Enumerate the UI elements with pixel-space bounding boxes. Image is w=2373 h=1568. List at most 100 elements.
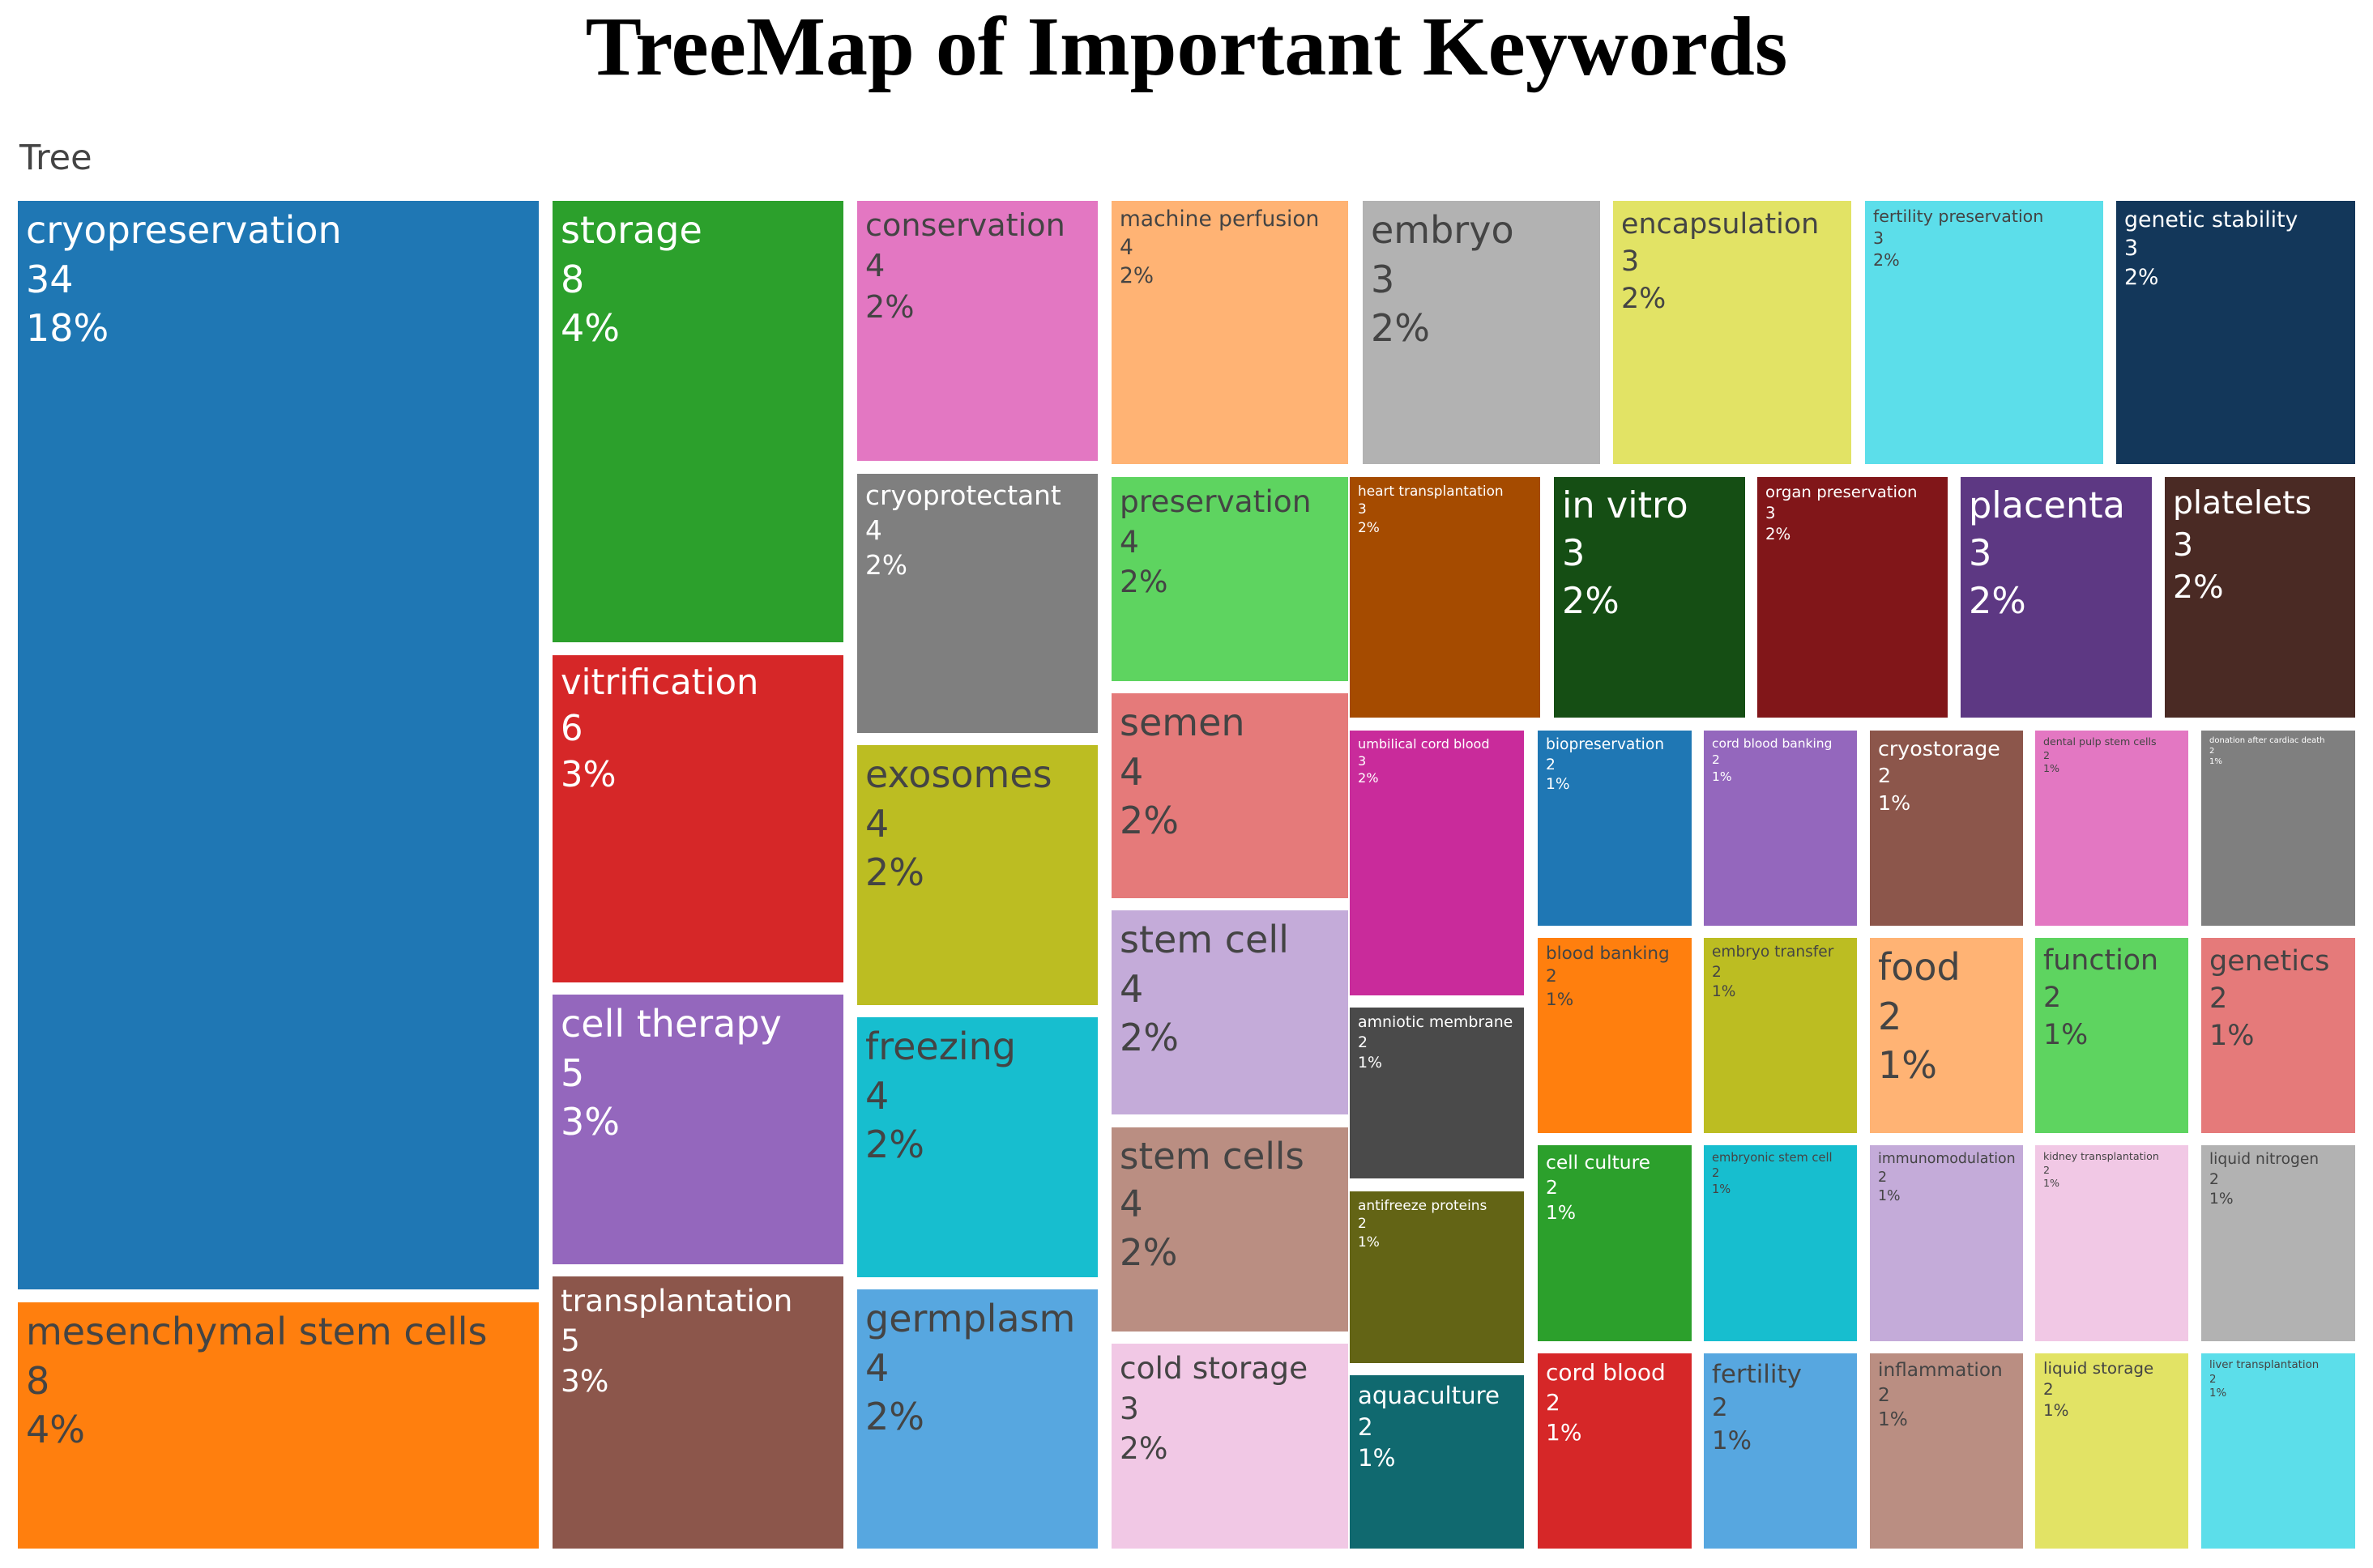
tile-label: cell culture — [1546, 1151, 1651, 1174]
tile-label: embryo — [1371, 208, 1514, 252]
tile-cell-culture[interactable]: cell culture 2 1% — [1538, 1145, 1692, 1341]
tile-exosomes[interactable]: exosomes 4 2% — [857, 745, 1098, 1005]
tile-value: 2 — [1358, 1412, 1373, 1441]
tile-value: 2 — [2209, 1373, 2217, 1386]
tile-label: cord blood — [1546, 1359, 1666, 1386]
tile-percent: 2% — [1371, 306, 1430, 351]
tile-embryo-transfer[interactable]: embryo transfer 2 1% — [1704, 938, 1857, 1133]
tile-value: 5 — [561, 1323, 580, 1359]
tile-machine-perfusion[interactable]: machine perfusion 4 2% — [1112, 201, 1348, 464]
tile-placenta[interactable]: placenta 3 2% — [1961, 477, 2152, 718]
tile-label: cold storage — [1120, 1350, 1308, 1386]
tile-food[interactable]: food 2 1% — [1870, 938, 2023, 1133]
tile-cord-blood[interactable]: cord blood 2 1% — [1538, 1353, 1692, 1549]
tile-percent: 1% — [2043, 1401, 2069, 1421]
tile-kidney-transplantation[interactable]: kidney transplantation 2 1% — [2035, 1145, 2188, 1341]
tile-organ-preservation[interactable]: organ preservation 3 2% — [1757, 477, 1948, 718]
tile-label: machine perfusion — [1120, 207, 1320, 232]
tile-percent: 1% — [1878, 1187, 1901, 1204]
tile-function[interactable]: function 2 1% — [2035, 938, 2188, 1133]
tile-genetics[interactable]: genetics 2 1% — [2201, 938, 2355, 1133]
tile-aquaculture[interactable]: aquaculture 2 1% — [1350, 1375, 1524, 1549]
tile-percent: 1% — [2209, 1387, 2227, 1400]
tile-platelets[interactable]: platelets 3 2% — [2165, 477, 2355, 718]
tile-vitrification[interactable]: vitrification 6 3% — [553, 655, 843, 982]
tile-percent: 2% — [865, 1123, 924, 1167]
tile-freezing[interactable]: freezing 4 2% — [857, 1017, 1098, 1277]
tile-label: transplantation — [561, 1283, 793, 1319]
tile-label: embryonic stem cell — [1712, 1151, 1833, 1165]
tile-biopreservation[interactable]: biopreservation 2 1% — [1538, 731, 1692, 926]
tile-storage[interactable]: storage 8 4% — [553, 201, 843, 642]
tile-value: 2 — [1878, 994, 1902, 1038]
tile-genetic-stability[interactable]: genetic stability 3 2% — [2116, 201, 2355, 464]
tile-liver-transplantation[interactable]: liver transplantation 2 1% — [2201, 1353, 2355, 1549]
tile-umbilical-cord-blood[interactable]: umbilical cord blood 3 2% — [1350, 731, 1524, 995]
tile-label: encapsulation — [1621, 208, 1820, 241]
tile-percent: 4% — [26, 1408, 85, 1452]
tile-germplasm[interactable]: germplasm 4 2% — [857, 1289, 1098, 1549]
tile-value: 3 — [2124, 236, 2139, 262]
tile-donation-after-cardiac-death[interactable]: donation after cardiac death 2 1% — [2201, 731, 2355, 926]
tile-cryopreservation[interactable]: cryopreservation 34 18% — [18, 201, 539, 1289]
tile-semen[interactable]: semen 4 2% — [1112, 693, 1348, 898]
tile-conservation[interactable]: conservation 4 2% — [857, 201, 1098, 461]
tile-blood-banking[interactable]: blood banking 2 1% — [1538, 938, 1692, 1133]
tile-value: 2 — [1546, 756, 1556, 773]
tile-label: conservation — [865, 208, 1065, 244]
tile-percent: 1% — [1878, 1408, 1908, 1431]
tile-value: 2 — [1878, 1169, 1888, 1186]
tile-label: food — [1878, 945, 1961, 989]
tile-encapsulation[interactable]: encapsulation 3 2% — [1613, 201, 1851, 464]
tile-value: 4 — [865, 515, 882, 547]
tile-cryoprotectant[interactable]: cryoprotectant 4 2% — [857, 474, 1098, 733]
tile-value: 8 — [561, 257, 585, 301]
tile-label: amniotic membrane — [1358, 1013, 1513, 1031]
tile-value: 3 — [1873, 228, 1884, 249]
tile-label: genetic stability — [2124, 207, 2298, 232]
tile-embryonic-stem-cell[interactable]: embryonic stem cell 2 1% — [1704, 1145, 1857, 1341]
tile-heart-transplantation[interactable]: heart transplantation 3 2% — [1350, 477, 1540, 718]
tile-transplantation[interactable]: transplantation 5 3% — [553, 1276, 843, 1549]
tile-percent: 4% — [561, 306, 620, 351]
tile-percent: 2% — [1358, 518, 1380, 535]
tile-label: organ preservation — [1765, 483, 1918, 501]
tile-inflammation[interactable]: inflammation 2 1% — [1870, 1353, 2023, 1549]
tile-preservation[interactable]: preservation 4 2% — [1112, 477, 1348, 681]
tile-immunomodulation[interactable]: immunomodulation 2 1% — [1870, 1145, 2023, 1341]
tile-stem-cells[interactable]: stem cells 4 2% — [1112, 1127, 1348, 1332]
tile-value: 2 — [2209, 982, 2228, 1016]
tile-cryostorage[interactable]: cryostorage 2 1% — [1870, 731, 2023, 926]
tile-label: cord blood banking — [1712, 736, 1833, 751]
tile-amniotic-membrane[interactable]: amniotic membrane 2 1% — [1350, 1008, 1524, 1178]
tile-percent: 3% — [561, 1100, 620, 1144]
tile-dental-pulp-stem-cells[interactable]: dental pulp stem cells 2 1% — [2035, 731, 2188, 926]
tile-percent: 1% — [1712, 1425, 1752, 1455]
tile-stem-cell[interactable]: stem cell 4 2% — [1112, 910, 1348, 1114]
tile-label: biopreservation — [1546, 736, 1665, 753]
tile-liquid-nitrogen[interactable]: liquid nitrogen 2 1% — [2201, 1145, 2355, 1341]
tile-cell-therapy[interactable]: cell therapy 5 3% — [553, 995, 843, 1264]
tile-percent: 1% — [1546, 989, 1574, 1010]
tile-percent: 3% — [561, 755, 617, 796]
tile-cord-blood-banking[interactable]: cord blood banking 2 1% — [1704, 731, 1857, 926]
tile-percent: 1% — [1546, 1418, 1582, 1446]
tile-embryo[interactable]: embryo 3 2% — [1363, 201, 1600, 464]
tile-percent: 2% — [1120, 799, 1179, 843]
tile-label: fertility preservation — [1873, 207, 2044, 226]
tile-percent: 2% — [1562, 579, 1620, 622]
tile-value: 4 — [1120, 234, 1133, 260]
tile-liquid-storage[interactable]: liquid storage 2 1% — [2035, 1353, 2188, 1549]
tile-fertility-preservation[interactable]: fertility preservation 3 2% — [1865, 201, 2103, 464]
tile-percent: 2% — [865, 1395, 924, 1439]
tile-antifreeze-proteins[interactable]: antifreeze proteins 2 1% — [1350, 1191, 1524, 1363]
tile-percent: 2% — [865, 550, 907, 582]
tile-value: 3 — [1358, 753, 1367, 769]
tile-in-vitro[interactable]: in vitro 3 2% — [1554, 477, 1745, 718]
tile-fertility[interactable]: fertility 2 1% — [1704, 1353, 1857, 1549]
tile-mesenchymal-stem-cells[interactable]: mesenchymal stem cells 8 4% — [18, 1302, 539, 1549]
tile-percent: 2% — [865, 850, 924, 895]
tile-cold-storage[interactable]: cold storage 3 2% — [1112, 1344, 1348, 1549]
tile-value: 4 — [865, 1345, 890, 1390]
tile-percent: 2% — [1969, 579, 2026, 622]
